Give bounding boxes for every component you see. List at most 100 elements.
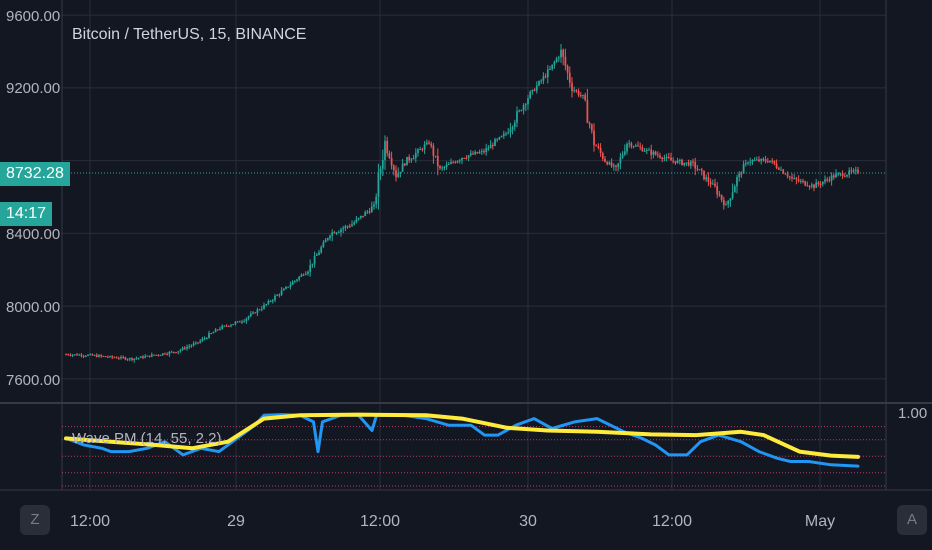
candle-body	[637, 145, 639, 147]
candle-body	[139, 356, 142, 358]
candle-body	[621, 154, 624, 158]
candle-body	[819, 184, 822, 186]
candle-body	[421, 149, 424, 151]
candle-body	[155, 354, 158, 356]
candle-body	[392, 165, 395, 171]
candle-body	[606, 161, 609, 165]
candle-body	[104, 356, 107, 358]
candle-body	[311, 263, 314, 266]
candle-body	[722, 199, 725, 206]
candle-body	[685, 162, 688, 164]
candle-body	[791, 176, 793, 179]
candle-body	[78, 354, 81, 356]
candle-body	[775, 163, 778, 168]
candle-body	[652, 151, 655, 155]
candle-body	[135, 358, 138, 360]
candle-body	[452, 162, 455, 164]
candle-body	[643, 150, 646, 152]
candle-body	[434, 155, 437, 157]
candle-body	[639, 146, 642, 148]
candle-body	[502, 133, 505, 136]
candle-body	[252, 312, 254, 314]
candle-body	[146, 355, 149, 357]
candle-body	[698, 169, 701, 171]
candle-body	[511, 126, 514, 130]
candle-body	[223, 325, 226, 327]
candle-body	[216, 329, 219, 331]
candle-body	[186, 347, 188, 349]
candle-body	[443, 166, 446, 168]
auto-scale-button[interactable]: A	[897, 505, 927, 535]
candle-body	[738, 173, 741, 178]
candle-body	[192, 343, 195, 346]
candle-body	[577, 90, 580, 96]
candle-body	[172, 351, 175, 353]
candle-body	[447, 163, 450, 165]
candle-body	[758, 159, 760, 162]
candle-body	[120, 356, 122, 359]
candle-body	[850, 170, 853, 172]
candle-body	[113, 357, 116, 359]
candle-body	[780, 169, 782, 171]
zoom-reset-button[interactable]: Z	[20, 505, 50, 535]
candle-body	[122, 356, 125, 358]
candle-body	[733, 186, 736, 193]
candle-body	[397, 173, 400, 178]
candle-body	[630, 143, 633, 147]
candle-body	[672, 160, 675, 162]
candle-body	[161, 353, 164, 356]
candle-body	[487, 148, 490, 150]
candle-body	[560, 49, 562, 58]
chart-title: Bitcoin / TetherUS, 15, BINANCE	[72, 26, 307, 43]
candle-body	[117, 358, 120, 360]
candle-body	[806, 185, 809, 187]
candle-body	[408, 156, 411, 161]
candle-body	[128, 358, 131, 360]
candle-body	[531, 89, 534, 92]
candle-body	[381, 159, 384, 169]
candle-body	[269, 300, 272, 302]
candle-body	[142, 356, 144, 358]
candle-body	[764, 159, 767, 162]
candle-body	[535, 85, 538, 91]
candle-body	[388, 153, 391, 158]
candle-body	[513, 122, 516, 127]
candle-body	[597, 146, 600, 148]
candle-body	[417, 149, 419, 153]
candle-body	[157, 354, 160, 356]
candle-body	[727, 200, 730, 205]
candle-body	[102, 355, 105, 357]
candle-body	[293, 280, 296, 283]
candle-body	[645, 149, 648, 151]
candle-body	[760, 158, 763, 162]
candle-body	[599, 147, 602, 154]
candle-body	[359, 215, 362, 218]
time-axis-label: 30	[519, 513, 537, 530]
candle-body	[729, 198, 732, 201]
candle-body	[153, 354, 155, 356]
candle-body	[126, 359, 129, 361]
candle-body	[395, 170, 397, 178]
candle-body	[348, 226, 351, 228]
candle-body	[725, 204, 727, 206]
candle-body	[720, 194, 723, 200]
candle-body	[575, 90, 578, 92]
candle-body	[131, 358, 133, 360]
candle-body	[593, 130, 595, 146]
candle-body	[282, 288, 285, 291]
candle-body	[355, 219, 358, 223]
price-axis-label: 9200.00	[6, 80, 61, 97]
candle-body	[841, 173, 844, 177]
candle-body	[714, 183, 716, 187]
candle-body	[428, 142, 430, 144]
candle-body	[797, 179, 800, 182]
countdown-tag: 14:17	[0, 202, 53, 226]
candle-body	[799, 180, 802, 182]
candle-body	[663, 158, 666, 160]
time-axis-label: May	[804, 513, 836, 530]
candle-body	[549, 69, 551, 71]
candle-body	[553, 62, 556, 65]
candle-body	[258, 309, 261, 311]
